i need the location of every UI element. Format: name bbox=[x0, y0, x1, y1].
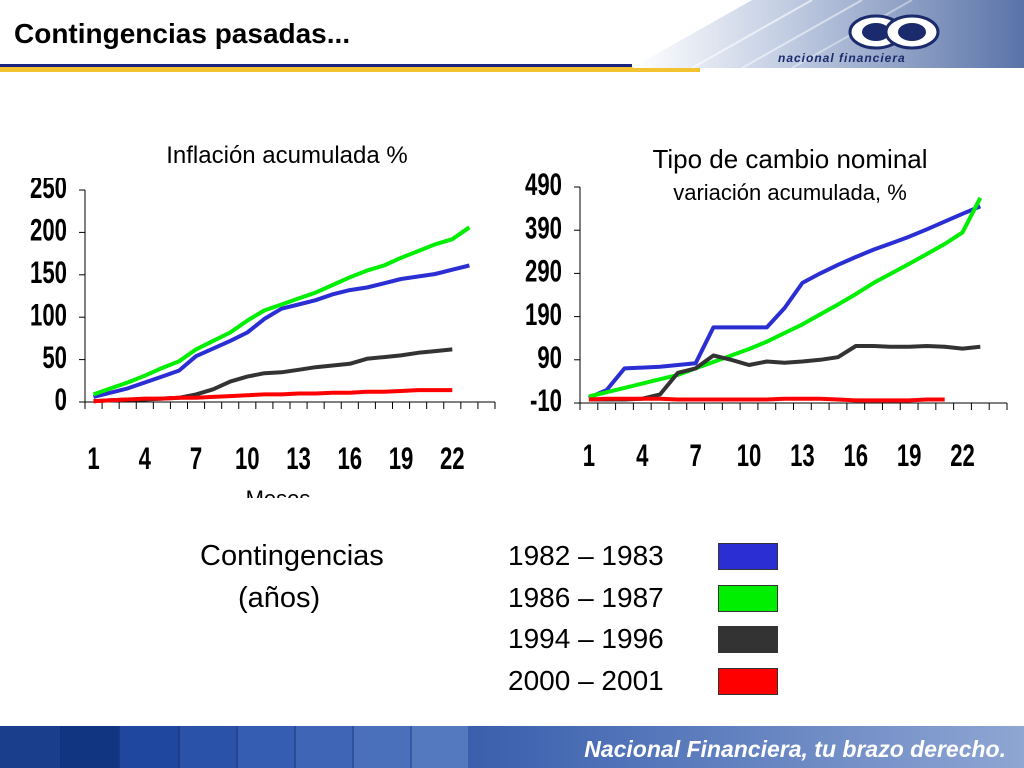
x-tick-label: 22 bbox=[950, 438, 975, 473]
legend-swatch-1982-1983 bbox=[718, 543, 778, 570]
exchange-chart-subtitle: variación acumulada, % bbox=[673, 180, 907, 205]
legend-heading: Contingencias bbox=[200, 540, 384, 572]
footer-slogan: Nacional Financiera, tu brazo derecho. bbox=[584, 736, 1006, 762]
slide-header: Contingencias pasadas... nacional financ… bbox=[0, 0, 1024, 72]
footer-bar bbox=[0, 726, 1024, 768]
x-tick-label: 10 bbox=[235, 441, 260, 476]
x-tick-label: 19 bbox=[389, 441, 414, 476]
slide-title: Contingencias pasadas... bbox=[14, 18, 351, 49]
y-tick-label: -10 bbox=[530, 384, 562, 419]
x-tick-label: 1 bbox=[87, 441, 99, 476]
legend-item-1994-1996: 1994 – 1996 bbox=[508, 623, 664, 654]
x-tick-label: 22 bbox=[440, 441, 465, 476]
x-tick-label: 19 bbox=[897, 438, 922, 473]
x-tick-label: 4 bbox=[636, 438, 648, 473]
legend-item-1986-1987: 1986 – 1987 bbox=[508, 582, 664, 613]
inflation-chart: 250 200 150 100 50 01 4 7 10 13 16 19 22 Meses bbox=[30, 178, 496, 498]
x-axis-title: Meses bbox=[246, 486, 311, 498]
series-line-1 bbox=[588, 196, 983, 399]
legend-swatch-1986-1987 bbox=[718, 585, 778, 612]
x-tick-label: 1 bbox=[583, 438, 595, 473]
x-tick-label: 7 bbox=[689, 438, 701, 473]
series-line-0 bbox=[588, 204, 982, 400]
exchange-chart-title: Tipo de cambio nominal bbox=[652, 144, 928, 174]
x-tick-label: 4 bbox=[139, 441, 151, 476]
x-tick-label: 13 bbox=[286, 441, 311, 476]
legend-subheading: (años) bbox=[238, 582, 321, 614]
y-tick-label: 390 bbox=[525, 211, 562, 246]
logo-banner bbox=[632, 0, 1024, 68]
x-tick-label: 16 bbox=[337, 441, 362, 476]
y-tick-label: 150 bbox=[30, 255, 67, 290]
series-line-0 bbox=[93, 263, 470, 399]
y-tick-label: 50 bbox=[42, 340, 67, 375]
y-tick-label: 200 bbox=[30, 213, 67, 248]
logo-wordmark: nacional financiera bbox=[778, 51, 906, 65]
y-tick-label: 250 bbox=[30, 178, 67, 205]
series-line-1 bbox=[92, 225, 471, 397]
nafin-logo-icon bbox=[848, 14, 940, 50]
series-line-3 bbox=[93, 388, 453, 404]
y-tick-label: 290 bbox=[525, 254, 562, 289]
y-tick-label: 490 bbox=[525, 170, 562, 202]
legend-item-2000-2001: 2000 – 2001 bbox=[508, 665, 664, 696]
legend-item-1982-1983: 1982 – 1983 bbox=[508, 540, 664, 571]
y-tick-label: 100 bbox=[30, 298, 67, 333]
y-tick-label: 0 bbox=[55, 383, 67, 418]
legend-swatch-2000-2001 bbox=[718, 668, 778, 695]
x-tick-label: 7 bbox=[190, 441, 202, 476]
title-divider bbox=[0, 64, 632, 67]
y-tick-label: 190 bbox=[525, 297, 562, 332]
legend-swatch-1994-1996 bbox=[718, 626, 778, 653]
x-tick-label: 16 bbox=[843, 438, 868, 473]
y-tick-label: 90 bbox=[537, 340, 562, 375]
series-line-3 bbox=[588, 396, 945, 403]
series-line-2 bbox=[588, 344, 981, 402]
title-accent-bar bbox=[0, 67, 700, 72]
x-tick-label: 13 bbox=[790, 438, 815, 473]
inflation-chart-title: Inflación acumulada % bbox=[166, 142, 408, 169]
x-tick-label: 10 bbox=[737, 438, 762, 473]
